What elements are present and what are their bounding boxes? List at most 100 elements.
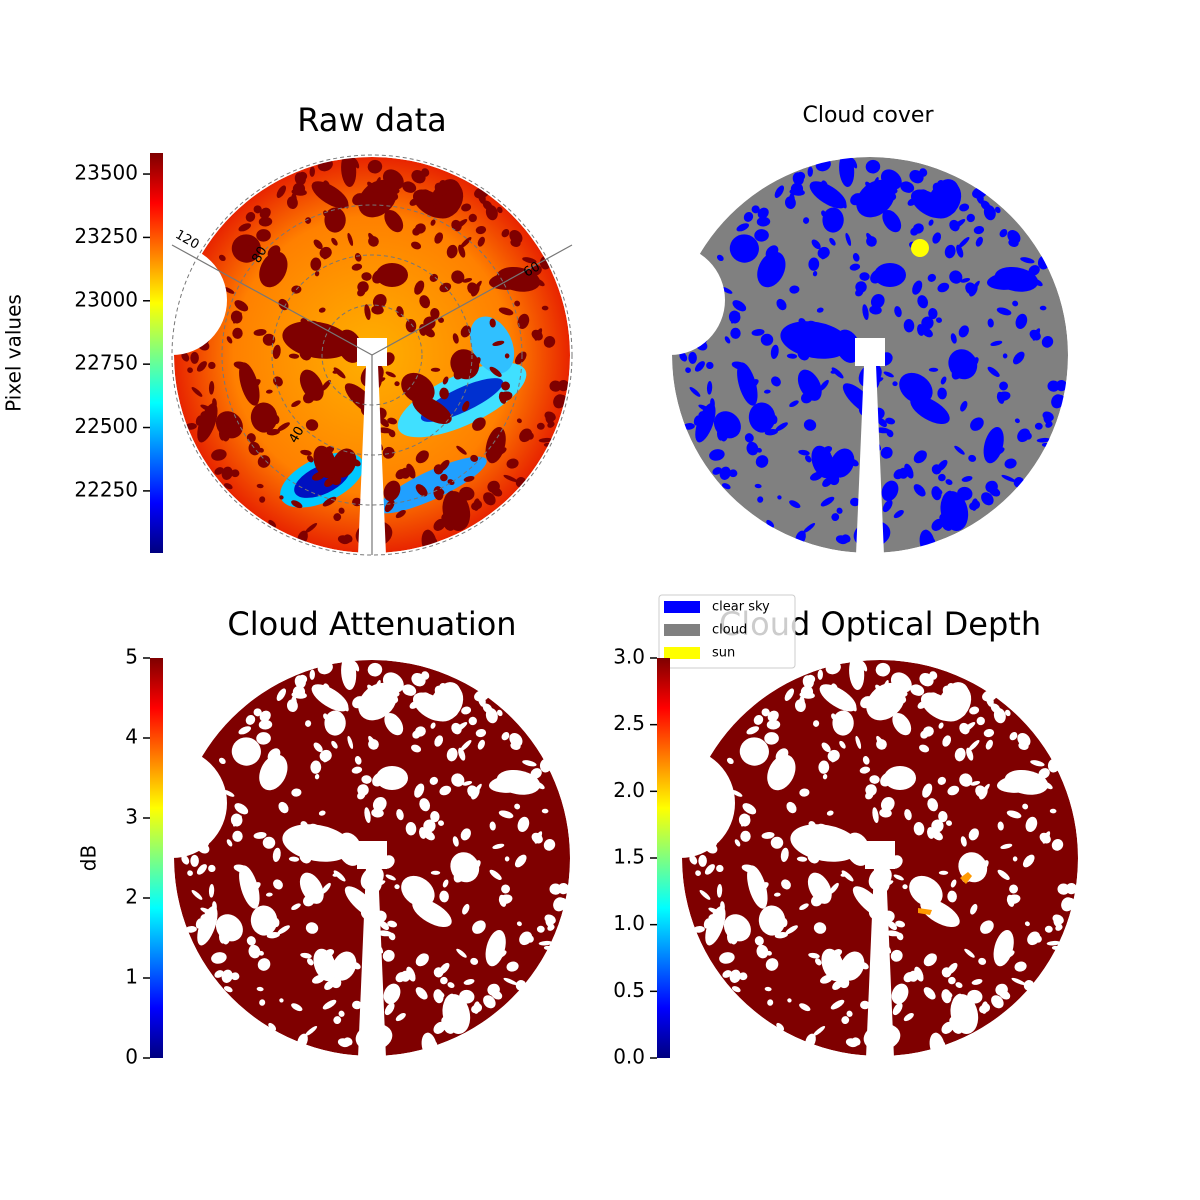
cloud-blob [472, 920, 486, 934]
cloud-blob [214, 467, 224, 475]
cloud-blob [780, 847, 789, 862]
cloud-blob [724, 336, 731, 344]
cloud-blob [475, 728, 487, 738]
cloud-blob [421, 671, 430, 680]
cloud-blob [516, 921, 522, 927]
cloud-blob [1006, 894, 1015, 907]
cloud-blob [196, 864, 207, 875]
cloud-blob [808, 952, 820, 959]
cloud-blob [980, 920, 994, 934]
cloud-blob [422, 537, 438, 548]
cloud-blob [419, 692, 431, 703]
cloud-blob [757, 207, 769, 219]
cloud-blob [543, 336, 556, 348]
cloud-blob [907, 198, 917, 206]
cloud-blob [1039, 305, 1047, 311]
cloud-blob [208, 864, 216, 873]
cloud-blob [482, 703, 493, 714]
cloud-blob [904, 463, 914, 479]
cloud-blob [763, 389, 771, 394]
cloud-blob [780, 920, 788, 928]
cloud-blob [460, 739, 472, 751]
cloud-blob [836, 507, 843, 514]
cloud-blob [428, 707, 437, 718]
cloud-blob [1018, 741, 1029, 750]
mast-head [357, 841, 387, 869]
cloud-blob [553, 394, 566, 409]
cloud-blob [474, 690, 490, 702]
cloud-blob [543, 839, 556, 851]
cloud-blob [890, 949, 903, 962]
cloud-blob [473, 498, 481, 511]
cloud-blob [936, 707, 945, 718]
cloud-blob [968, 454, 977, 462]
mast [358, 868, 386, 1058]
cloud-blob [258, 216, 273, 227]
cloud-blob [746, 441, 759, 456]
cloud-blob [496, 266, 541, 292]
cloud-blob [1042, 781, 1053, 790]
cloud-blob [751, 328, 765, 336]
colorbar-tick-label: 2.5 [613, 711, 645, 735]
cloud-blob [1032, 278, 1043, 287]
cloud-blob [351, 263, 363, 271]
cloud-blob [305, 720, 312, 727]
colorbar-tick-label: 22750 [74, 351, 138, 375]
cloud-blob [437, 317, 445, 323]
cloud-blob [849, 655, 865, 690]
cloud-blob [372, 796, 387, 812]
cloud-blob [847, 956, 857, 967]
cloud-blob [994, 206, 1001, 214]
cloud-blob [972, 187, 988, 199]
cloud-blob [1006, 810, 1022, 819]
cloud-blob [474, 187, 490, 199]
cloud-blob [892, 381, 898, 387]
cloud-blob [383, 983, 401, 1005]
cloud-blob [423, 819, 436, 833]
colorbar-tick-label: 22500 [74, 414, 138, 438]
cloud-blob [1023, 772, 1029, 779]
cloud-blob [187, 870, 193, 876]
cloud-blob [377, 427, 393, 434]
cloud-blob [1009, 731, 1018, 741]
cloud-blob [927, 798, 939, 812]
cloud-blob [331, 740, 338, 749]
cloud-blob [835, 535, 849, 545]
cloud-blob [903, 318, 915, 333]
cloud-blob [462, 278, 473, 283]
colorbar-tick-label: 3 [125, 805, 138, 829]
cloud-blob [855, 735, 862, 749]
cloud-blob [498, 894, 507, 907]
cloud-blob [938, 473, 946, 482]
cloud-blob [256, 229, 271, 242]
cloud-blob [197, 403, 218, 443]
cloud-blob [845, 1038, 859, 1048]
colorbar-tick-label: 1.5 [613, 845, 645, 869]
cloud-blob [866, 682, 905, 721]
cloud-blob [720, 901, 725, 912]
cloud-blob [921, 316, 934, 330]
cloud-blob [809, 181, 847, 209]
cloud-blob [971, 498, 979, 511]
cloud-blob [839, 740, 846, 749]
cloud-blob [797, 369, 822, 401]
cloud-blob [729, 969, 741, 983]
colorbar-tick-label: 23250 [74, 224, 138, 248]
cloud-blob [829, 237, 836, 246]
cloud-blob [253, 328, 267, 336]
cloud-blob [205, 282, 218, 296]
cloud-blob [452, 333, 459, 344]
cloud-blob [805, 455, 812, 463]
cloud-blob [544, 411, 556, 422]
cloud-blob [982, 690, 998, 702]
cloud-blob [820, 496, 835, 507]
cloud-blob [286, 196, 298, 210]
cloud-blob [730, 327, 741, 339]
cloud-blob [361, 775, 372, 784]
cloud-blob [470, 787, 480, 800]
cloud-blob [751, 205, 760, 214]
cloud-blob [786, 353, 798, 359]
cloud-blob [462, 903, 470, 915]
cloud-blob [789, 285, 800, 294]
cloud-blob [719, 952, 735, 964]
